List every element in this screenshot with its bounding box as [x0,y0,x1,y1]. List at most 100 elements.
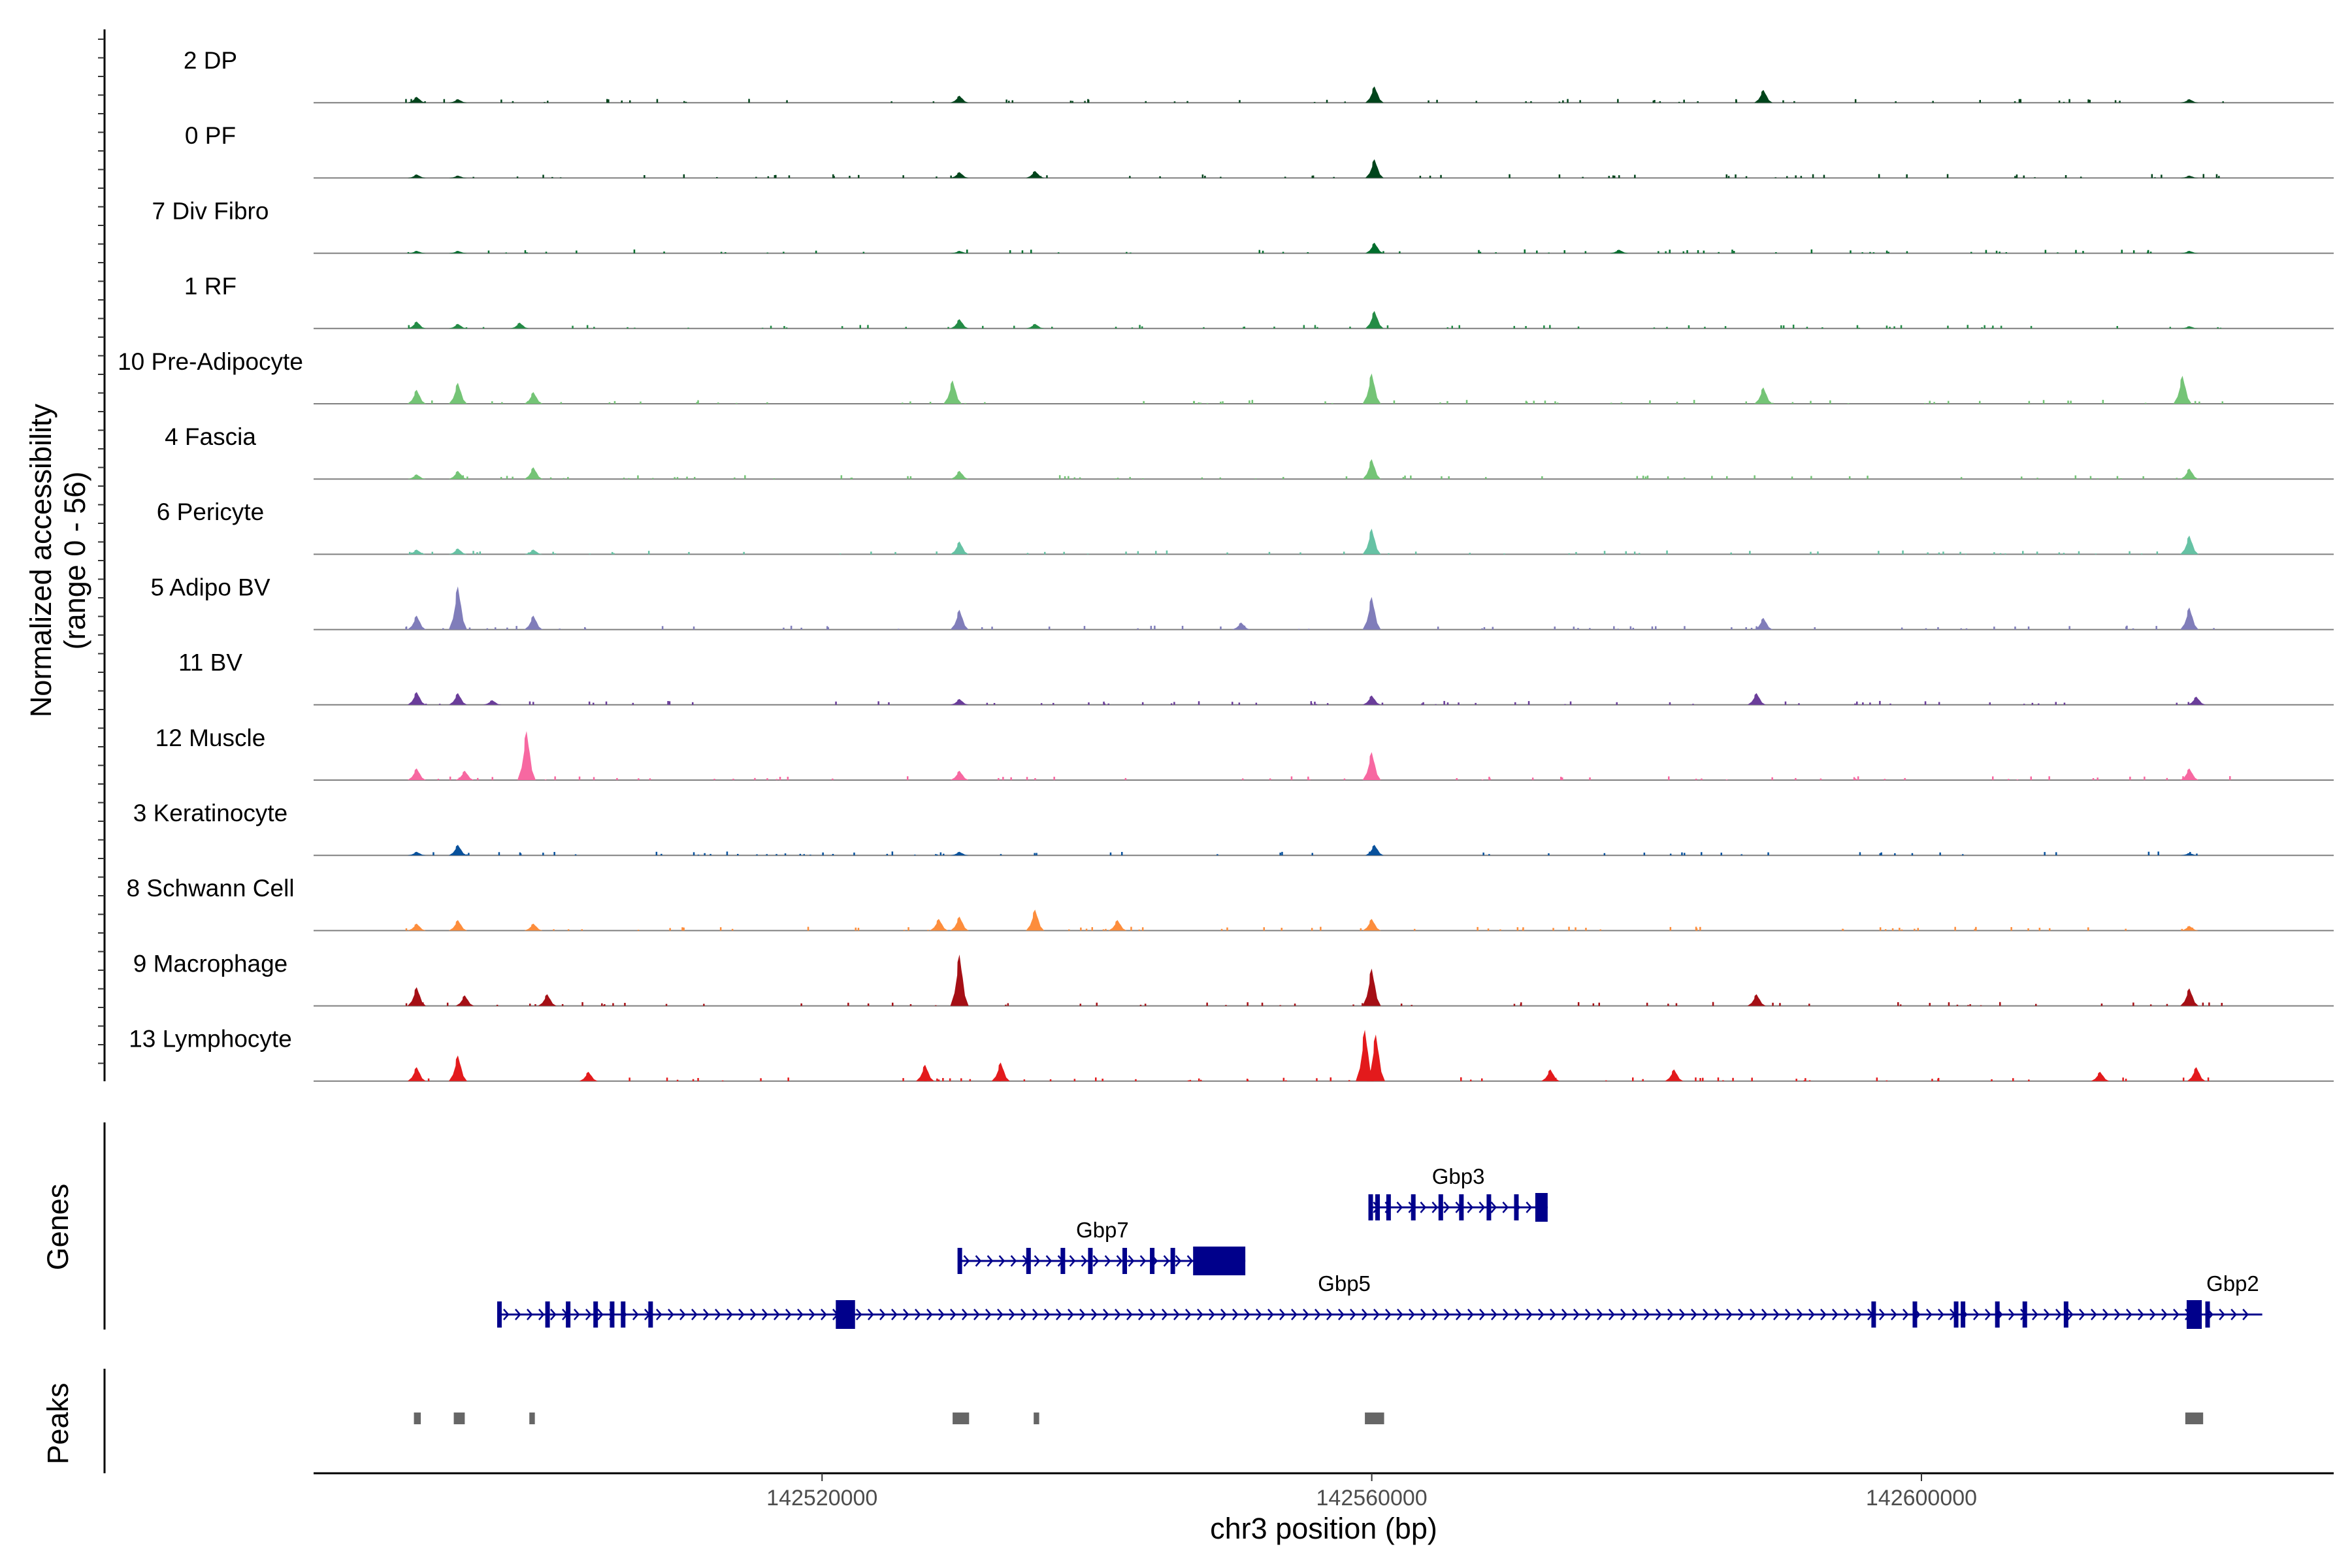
coverage-peak [1362,596,1381,630]
coverage-noise [935,1005,937,1006]
coverage-noise [1303,325,1305,329]
track-3: 7 Div Fibro [152,197,2334,254]
coverage-noise [1632,1077,1634,1081]
track-11: 3 Keratinocyte [133,800,2334,857]
coverage-noise [2028,1079,2030,1081]
coverage-noise [1633,551,1636,555]
strand-chevron [1632,1309,1639,1320]
coverage-noise [1495,252,1497,253]
coverage-noise [647,551,650,555]
coverage-noise [1567,99,1569,103]
strand-chevron [879,1309,886,1320]
coverage-noise [1458,325,1460,329]
coverage-noise [1618,175,1620,178]
coverage-noise [1352,1004,1354,1006]
coverage-peak [407,851,426,856]
coverage-noise [663,252,665,253]
coverage-noise [1703,250,1705,253]
strand-chevron [1820,1309,1827,1320]
gene-label: Gbp2 [2206,1271,2259,1296]
coverage-noise [2012,1078,2014,1081]
strand-chevron [1186,1255,1194,1267]
coverage-noise [942,1078,944,1081]
strand-chevron [1104,1255,1111,1267]
coverage-noise [2116,326,2118,329]
strand-chevron [797,1309,804,1320]
coverage-peak [1665,1069,1684,1081]
coverage-noise [424,101,426,103]
coverage-noise [1678,101,1680,103]
coverage-noise [2005,252,2008,253]
coverage-noise [1220,626,1222,630]
coverage-noise [1344,101,1346,103]
strand-chevron [1691,1309,1697,1320]
coverage-noise [1695,928,1698,931]
coverage-noise [1612,175,1614,178]
coverage-noise [1263,927,1265,931]
coverage-noise [1669,853,1672,856]
coverage-noise [2035,1004,2037,1006]
track-1: 2 DP [184,47,2334,104]
coverage-noise [1821,327,1823,329]
strand-chevron [1431,1201,1439,1213]
coverage-noise [1814,627,1816,630]
strand-chevron [1103,1309,1109,1320]
exon [1995,1301,2000,1328]
coverage-noise [788,175,791,178]
coverage-noise [1980,1005,1982,1006]
strand-chevron [1150,1309,1156,1320]
coverage-peak [2180,468,2199,480]
coverage-noise [2218,176,2220,178]
coverage-noise [1312,175,1315,178]
coverage-noise [1558,174,1561,178]
coverage-noise [1129,176,1131,178]
exon [497,1301,502,1328]
exon [1088,1248,1093,1274]
coverage-noise [1573,627,1575,630]
coverage-noise [1307,776,1309,780]
coverage-noise [1857,776,1859,780]
peaks-axis-title: Peaks [41,1382,74,1464]
coverage-noise [2030,776,2032,780]
coverage-noise [888,702,890,705]
coverage-noise [1399,251,1401,253]
coverage-noise [465,327,468,329]
coverage-noise [608,402,611,404]
coverage-noise [2089,476,2092,480]
coverage-noise [2146,252,2149,253]
coverage-noise [1649,400,1651,404]
coverage-noise [554,553,557,555]
strand-chevron [1432,1309,1439,1320]
coverage-noise [902,1078,904,1081]
coverage-noise [1862,702,1864,705]
coverage-peak [524,392,543,404]
coverage-noise [776,854,777,856]
strand-chevron [1267,1309,1274,1320]
coverage-noise [1030,250,1032,253]
coverage-noise [1927,552,1929,555]
coverage-noise [2102,400,2104,404]
coding-exon-block [1535,1193,1548,1222]
coverage-noise [2004,553,2006,555]
coverage-noise [1879,927,1882,931]
coverage-noise [1311,853,1313,856]
coverage-peak [1747,994,1766,1006]
coverage-noise [862,252,865,253]
coverage-noise [1531,777,1534,780]
coverage-noise [1279,853,1281,856]
coverage-noise [624,1003,626,1006]
coverage-noise [1316,327,1318,329]
coverage-noise [1441,476,1443,480]
coverage-noise [943,853,945,856]
strand-chevron [1209,1309,1215,1320]
coverage-peak [2187,1067,2206,1081]
coverage-noise [633,249,636,253]
coverage-noise [611,551,613,555]
coverage-noise [1443,700,1445,705]
coverage-noise [1564,704,1566,705]
coverage-noise [936,176,938,178]
coverage-noise [890,101,892,103]
peak-region [529,1413,535,1424]
coverage-noise [1795,777,1797,780]
strand-chevron [1315,1309,1321,1320]
